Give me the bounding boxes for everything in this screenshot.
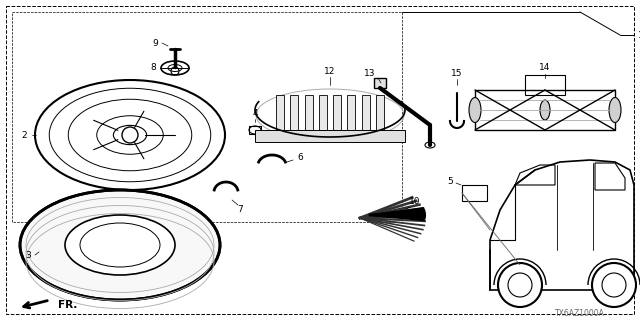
Text: 3: 3: [25, 251, 31, 260]
Text: 14: 14: [540, 63, 550, 73]
Text: 7: 7: [237, 205, 243, 214]
Bar: [525, 75, 565, 95]
Bar: [319, 95, 327, 130]
Circle shape: [592, 263, 636, 307]
Text: 4: 4: [252, 108, 258, 117]
Ellipse shape: [609, 98, 621, 123]
Ellipse shape: [20, 190, 220, 300]
Ellipse shape: [65, 215, 175, 275]
Text: 8: 8: [150, 63, 156, 73]
Text: 2: 2: [21, 131, 27, 140]
Bar: [291, 95, 298, 130]
Text: TX6AZ1000A: TX6AZ1000A: [555, 309, 605, 318]
Bar: [374, 78, 386, 88]
Bar: [333, 95, 341, 130]
Circle shape: [122, 127, 138, 143]
Bar: [348, 95, 355, 130]
Circle shape: [498, 263, 542, 307]
Text: 9: 9: [152, 38, 158, 47]
Ellipse shape: [469, 98, 481, 123]
Bar: [276, 95, 284, 130]
Bar: [249, 126, 261, 134]
Text: 5: 5: [447, 177, 453, 186]
Bar: [362, 95, 370, 130]
Text: 13: 13: [364, 68, 376, 77]
Bar: [305, 95, 312, 130]
Bar: [376, 95, 384, 130]
Text: 12: 12: [324, 68, 336, 76]
Bar: [12, 12, 402, 222]
Text: 6: 6: [297, 154, 303, 163]
Text: 10: 10: [409, 197, 420, 206]
Text: FR.: FR.: [58, 300, 77, 310]
Ellipse shape: [540, 100, 550, 120]
Bar: [462, 185, 487, 201]
Bar: [475, 90, 615, 130]
Text: 1: 1: [638, 30, 640, 39]
Text: 15: 15: [451, 68, 463, 77]
Bar: [255, 130, 405, 142]
